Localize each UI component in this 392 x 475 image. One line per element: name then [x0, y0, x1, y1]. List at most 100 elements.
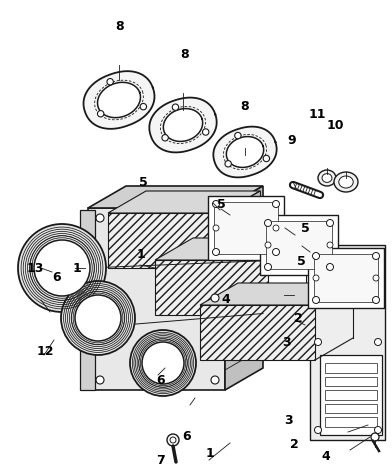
Circle shape: [272, 248, 279, 256]
Circle shape: [265, 242, 271, 248]
Polygon shape: [200, 283, 353, 305]
Text: 3: 3: [284, 414, 292, 427]
Circle shape: [372, 296, 379, 304]
Circle shape: [312, 296, 319, 304]
Text: 3: 3: [282, 335, 290, 349]
Circle shape: [314, 251, 321, 258]
Circle shape: [265, 219, 272, 227]
Text: 1: 1: [205, 447, 214, 460]
Polygon shape: [149, 97, 217, 152]
Circle shape: [265, 264, 272, 270]
Circle shape: [213, 225, 219, 231]
Circle shape: [98, 111, 104, 117]
Text: 8: 8: [241, 100, 249, 114]
Circle shape: [273, 225, 279, 231]
Polygon shape: [308, 248, 384, 308]
Circle shape: [212, 248, 220, 256]
Circle shape: [170, 437, 176, 443]
Ellipse shape: [322, 173, 332, 182]
Circle shape: [314, 339, 321, 345]
Polygon shape: [88, 186, 263, 208]
Circle shape: [272, 200, 279, 208]
Text: 7: 7: [156, 454, 165, 467]
Polygon shape: [108, 191, 260, 213]
Polygon shape: [155, 260, 268, 315]
Circle shape: [313, 275, 319, 281]
Polygon shape: [325, 390, 377, 400]
Polygon shape: [83, 71, 154, 129]
Polygon shape: [80, 210, 95, 390]
Text: 11: 11: [309, 107, 326, 121]
Text: 6: 6: [182, 430, 191, 444]
Circle shape: [172, 104, 179, 110]
Circle shape: [75, 295, 121, 341]
Text: 9: 9: [288, 133, 296, 147]
Ellipse shape: [334, 172, 358, 192]
Circle shape: [162, 134, 168, 141]
Circle shape: [130, 330, 196, 396]
Circle shape: [327, 264, 334, 270]
Circle shape: [327, 219, 334, 227]
Circle shape: [211, 214, 219, 222]
Circle shape: [263, 155, 270, 162]
Text: 8: 8: [115, 19, 124, 33]
Polygon shape: [325, 363, 377, 372]
Polygon shape: [314, 254, 378, 302]
Text: 5: 5: [217, 198, 226, 211]
Ellipse shape: [318, 170, 336, 186]
Circle shape: [96, 294, 104, 302]
Text: 2: 2: [294, 312, 302, 325]
Text: 5: 5: [298, 255, 306, 268]
Polygon shape: [213, 127, 277, 177]
Polygon shape: [325, 404, 377, 413]
Polygon shape: [225, 186, 263, 390]
Circle shape: [211, 294, 219, 302]
Ellipse shape: [339, 176, 353, 188]
Polygon shape: [200, 305, 315, 360]
Polygon shape: [310, 245, 385, 440]
Polygon shape: [163, 109, 203, 142]
Circle shape: [235, 133, 241, 139]
Circle shape: [96, 376, 104, 384]
Text: 1: 1: [72, 262, 81, 275]
Polygon shape: [98, 82, 140, 118]
Polygon shape: [325, 418, 377, 427]
Polygon shape: [266, 221, 332, 269]
Circle shape: [327, 242, 333, 248]
Polygon shape: [108, 213, 222, 268]
Text: 1: 1: [137, 247, 145, 261]
Circle shape: [107, 78, 113, 85]
Polygon shape: [155, 238, 306, 260]
Circle shape: [140, 104, 147, 110]
Circle shape: [61, 281, 135, 355]
Polygon shape: [260, 215, 338, 275]
Text: 12: 12: [36, 345, 54, 358]
Polygon shape: [214, 202, 278, 254]
Polygon shape: [325, 377, 377, 386]
Text: 8: 8: [180, 48, 189, 61]
Polygon shape: [320, 355, 382, 435]
Circle shape: [225, 161, 231, 167]
Circle shape: [203, 129, 209, 135]
Text: 5: 5: [301, 221, 310, 235]
Text: 5: 5: [139, 176, 147, 190]
Circle shape: [371, 433, 379, 441]
Circle shape: [312, 253, 319, 259]
Text: 6: 6: [53, 271, 61, 285]
Circle shape: [18, 224, 106, 312]
Circle shape: [211, 376, 219, 384]
Circle shape: [374, 339, 381, 345]
Text: 13: 13: [27, 262, 44, 275]
Circle shape: [212, 200, 220, 208]
Circle shape: [96, 214, 104, 222]
Circle shape: [373, 275, 379, 281]
Circle shape: [314, 427, 321, 434]
Circle shape: [34, 240, 90, 296]
Polygon shape: [88, 208, 225, 390]
Circle shape: [374, 251, 381, 258]
Circle shape: [167, 434, 179, 446]
Polygon shape: [208, 196, 284, 260]
Polygon shape: [226, 137, 264, 167]
Text: 4: 4: [221, 293, 230, 306]
Text: 6: 6: [156, 373, 165, 387]
